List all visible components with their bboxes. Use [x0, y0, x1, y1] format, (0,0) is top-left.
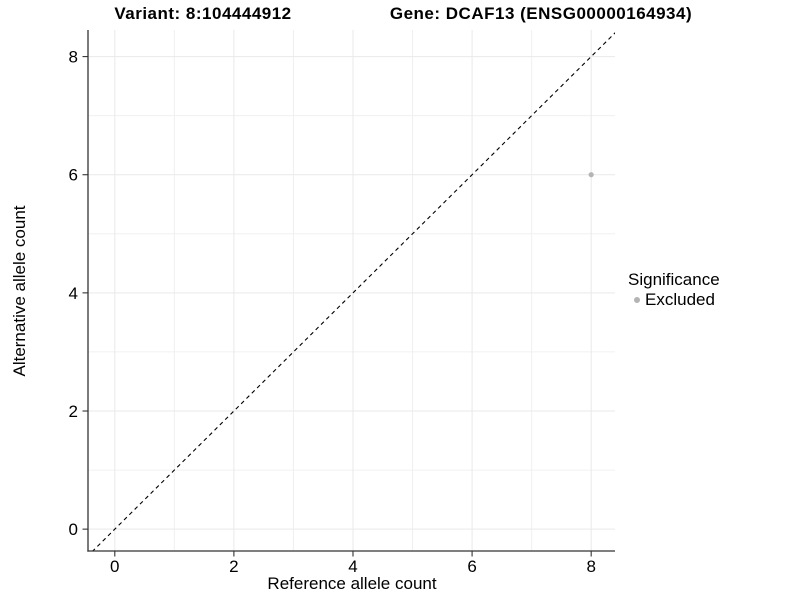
x-tick-label: 2: [229, 557, 238, 576]
x-tick-label: 0: [110, 557, 119, 576]
legend-entry-label: Excluded: [645, 290, 715, 309]
x-axis-title: Reference allele count: [267, 574, 437, 593]
legend-entry-excluded: Excluded: [628, 290, 720, 310]
x-tick-label: 8: [586, 557, 595, 576]
gene-title: Gene: DCAF13 (ENSG00000164934): [389, 4, 693, 23]
y-tick-label: 0: [69, 520, 78, 539]
y-tick-label: 8: [69, 48, 78, 67]
y-tick-label: 4: [69, 284, 78, 303]
excluded-dot-icon: [634, 297, 640, 303]
identity-line: [91, 32, 615, 551]
variant-title: Variant: 8:104444912: [114, 4, 292, 23]
y-tick-label: 6: [69, 166, 78, 185]
x-tick-label: 6: [467, 557, 476, 576]
x-tick-label: 4: [348, 557, 357, 576]
legend: Significance Excluded: [628, 270, 720, 310]
legend-title: Significance: [628, 270, 720, 289]
legend-key: [628, 292, 645, 309]
data-point: [588, 172, 594, 178]
y-tick-label: 2: [69, 402, 78, 421]
